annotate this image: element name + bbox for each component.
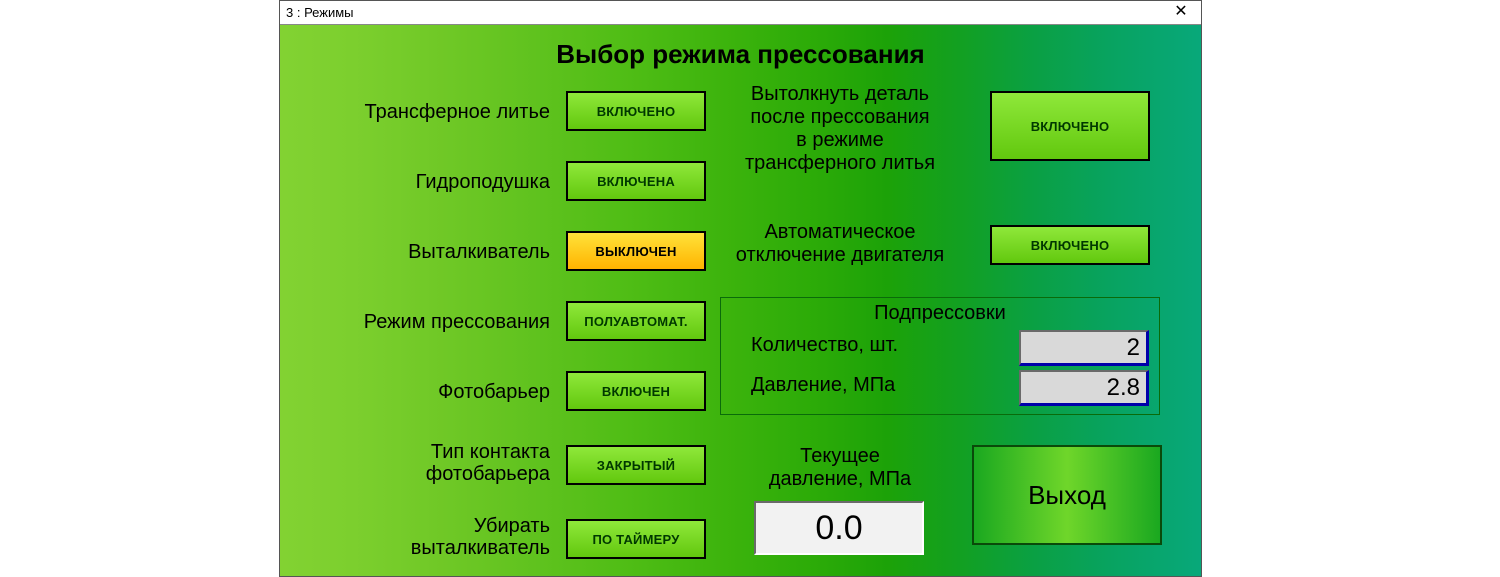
btn-auto-off[interactable]: ВКЛЮЧЕНО bbox=[990, 225, 1150, 265]
window-title: 3 : Режимы bbox=[286, 5, 354, 20]
modes-window: 3 : Режимы ✕ Выбор режима прессования Тр… bbox=[279, 0, 1202, 577]
label-subpress-count: Количество, шт. bbox=[751, 334, 898, 357]
client-area: Выбор режима прессования Трансферное лит… bbox=[280, 25, 1201, 576]
label-press-mode: Режим прессования bbox=[300, 311, 550, 334]
btn-photobarrier[interactable]: ВКЛЮЧЕН bbox=[566, 371, 706, 411]
page-title: Выбор режима прессования bbox=[280, 39, 1201, 70]
exit-button[interactable]: Выход bbox=[972, 445, 1162, 545]
label-hydro-cushion: Гидроподушка bbox=[300, 171, 550, 194]
label-photobarrier: Фотобарьер bbox=[300, 381, 550, 404]
label-subpress-pressure: Давление, МПа bbox=[751, 374, 895, 397]
btn-remove-ejector[interactable]: ПО ТАЙМЕРУ bbox=[566, 519, 706, 559]
close-icon[interactable]: ✕ bbox=[1167, 3, 1195, 23]
btn-eject-after[interactable]: ВКЛЮЧЕНО bbox=[990, 91, 1150, 161]
label-current-pressure: Текущее давление, МПа bbox=[740, 445, 940, 491]
label-auto-off: Автоматическое отключение двигателя bbox=[720, 221, 960, 267]
btn-hydro-cushion[interactable]: ВКЛЮЧЕНА bbox=[566, 161, 706, 201]
display-current-pressure: 0.0 bbox=[754, 501, 924, 555]
label-ejector: Выталкиватель bbox=[300, 241, 550, 264]
input-subpress-count[interactable]: 2 bbox=[1019, 330, 1149, 366]
subpress-group: Подпрессовки Количество, шт. 2 Давление,… bbox=[720, 297, 1160, 415]
titlebar: 3 : Режимы ✕ bbox=[280, 1, 1201, 25]
btn-contact-type[interactable]: ЗАКРЫТЫЙ bbox=[566, 445, 706, 485]
input-subpress-pressure[interactable]: 2.8 bbox=[1019, 370, 1149, 406]
label-remove-ejector: Убирать выталкиватель bbox=[300, 515, 550, 559]
label-eject-after: Вытолкнуть деталь после прессования в ре… bbox=[720, 83, 960, 175]
label-contact-type: Тип контакта фотобарьера bbox=[300, 441, 550, 485]
btn-transfer-molding[interactable]: ВКЛЮЧЕНО bbox=[566, 91, 706, 131]
btn-ejector[interactable]: ВЫКЛЮЧЕН bbox=[566, 231, 706, 271]
btn-press-mode[interactable]: ПОЛУАВТОМАТ. bbox=[566, 301, 706, 341]
subpress-title: Подпрессовки bbox=[721, 302, 1159, 325]
label-transfer-molding: Трансферное литье bbox=[300, 101, 550, 124]
